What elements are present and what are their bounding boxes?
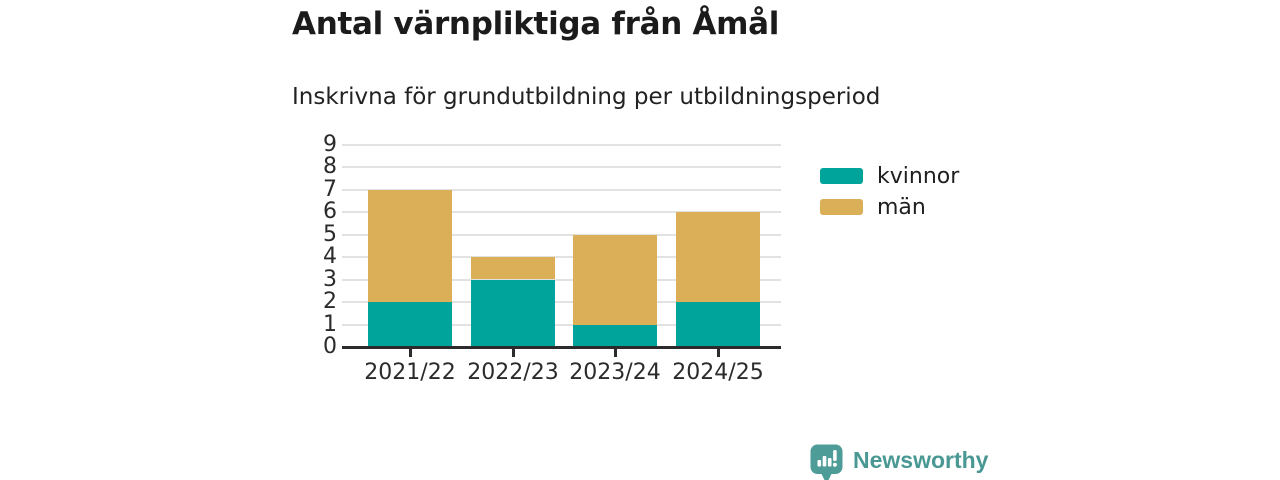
gridline [342, 301, 781, 304]
bar-segment-kvinnor [368, 302, 452, 347]
gridline [342, 188, 781, 191]
x-tick-label: 2022/23 [467, 360, 559, 385]
x-tick-mark [512, 349, 515, 357]
bar-segment-kvinnor [676, 302, 760, 347]
y-tick-label: 4 [323, 244, 337, 270]
legend-label: män [877, 194, 926, 220]
y-tick-label: 2 [323, 289, 337, 315]
y-tick-label: 6 [323, 199, 337, 225]
chart-subtitle: Inskrivna för grundutbildning per utbild… [292, 84, 881, 110]
bar-segment-män [573, 235, 657, 325]
legend-swatch [820, 199, 863, 215]
gridline [342, 211, 781, 214]
gridline [342, 278, 781, 281]
x-tick-label: 2024/25 [672, 360, 764, 385]
x-tick-label: 2021/22 [364, 360, 456, 385]
bar-segment-män [471, 257, 555, 279]
y-tick-label: 8 [323, 154, 337, 180]
legend: kvinnor män [820, 163, 959, 225]
legend-swatch [820, 168, 863, 184]
gridline [342, 323, 781, 326]
plot-area [342, 144, 781, 357]
x-tick-mark [717, 349, 720, 357]
gridline [342, 166, 781, 169]
y-tick-label: 3 [323, 266, 337, 292]
legend-label: kvinnor [877, 163, 960, 189]
chart-title: Antal värnpliktiga från Åmål [292, 6, 780, 42]
x-axis-line [342, 346, 781, 349]
x-tick-mark [409, 349, 412, 357]
bar-segment-män [676, 212, 760, 302]
y-tick-label: 5 [323, 221, 337, 247]
y-tick-label: 7 [323, 176, 337, 202]
y-tick-label: 0 [323, 334, 337, 359]
y-tick-label: 9 [323, 132, 337, 157]
legend-item: kvinnor [820, 163, 959, 189]
legend-item: män [820, 194, 959, 220]
bar-segment-män [368, 190, 452, 302]
bar-segment-kvinnor [471, 280, 555, 347]
gridline [342, 144, 781, 146]
y-tick-label: 1 [323, 311, 337, 337]
bar-segment-kvinnor [573, 325, 657, 347]
x-tick-label: 2023/24 [569, 360, 661, 385]
gridline [342, 233, 781, 236]
x-tick-mark [614, 349, 617, 357]
brand-name: Newsworthy [853, 447, 989, 473]
gridline [342, 256, 781, 259]
newsworthy-logo-icon [810, 444, 843, 480]
brand-logo: Newsworthy [810, 444, 988, 480]
